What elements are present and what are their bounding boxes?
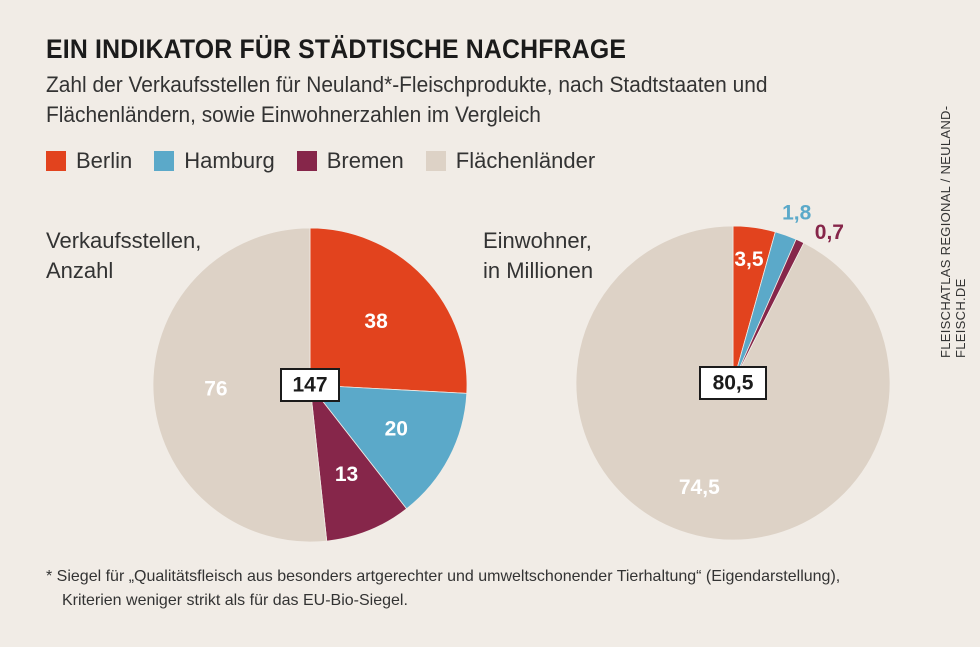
legend-item-hamburg: Hamburg — [154, 148, 275, 174]
legend-label-bremen: Bremen — [326, 148, 404, 173]
pie1-title-line1: Verkaufsstellen, — [46, 228, 202, 253]
legend-item-berlin: Berlin — [46, 148, 132, 174]
pie2-total-label: 80,5 — [713, 372, 754, 395]
pie2-total-box — [699, 366, 767, 400]
pie2-title: Einwohner, in Millionen — [483, 226, 593, 286]
pie1-slice-bremen — [309, 383, 408, 542]
pie1-slice-hamburg — [309, 384, 468, 510]
pie2-label-flaechenlaender: 74,5 — [679, 476, 720, 499]
source-credit: FLEISCHATLAS REGIONAL / NEULAND-FLEISCH.… — [938, 105, 968, 358]
legend-item-bremen: Bremen — [296, 148, 404, 174]
pie2-label-hamburg: 1,8 — [782, 201, 812, 224]
pie1-slice-berlin — [309, 227, 468, 394]
pie1-label-berlin: 38 — [364, 310, 388, 333]
footnote-line2: Kriterien weniger strikt als für das EU-… — [62, 592, 408, 609]
legend-item-flaechenlaender: Flächenländer — [425, 148, 596, 174]
pie2-title-line1: Einwohner, — [483, 228, 592, 253]
legend-label-flaechenlaender: Flächenländer — [455, 148, 596, 173]
pie2: 3,5 1,80,7 74,5 80,5 — [575, 201, 891, 541]
pie1-title-line2: Anzahl — [46, 258, 114, 283]
legend-label-hamburg: Hamburg — [184, 148, 275, 173]
pie1-slice-flaechenlaender — [152, 227, 328, 543]
pie1-title: Verkaufsstellen, Anzahl — [46, 226, 201, 286]
pie1-label-hamburg: 20 — [385, 418, 408, 441]
legend: Berlin Hamburg Bremen Flächenländer — [46, 148, 595, 174]
chart-subtitle: Zahl der Verkaufsstellen für Neuland*-Fl… — [46, 72, 768, 127]
pie2-label-berlin: 3,5 — [734, 248, 764, 271]
legend-label-berlin: Berlin — [76, 148, 133, 173]
pie1-total-box — [280, 368, 340, 402]
pie2-label-bremen: 0,7 — [815, 221, 844, 244]
pie1: 38 20 13 76 147 — [152, 227, 468, 543]
footnote-line1: * Siegel für „Qualitätsfleisch aus beson… — [46, 568, 841, 585]
legend-swatch-berlin — [46, 151, 66, 171]
chart-title: EIN INDIKATOR FÜR STÄDTISCHE NACHFRAGE — [46, 34, 627, 64]
legend-swatch-bremen — [296, 151, 317, 171]
pie2-title-line2: in Millionen — [483, 258, 594, 283]
pie1-total-label: 147 — [292, 374, 327, 397]
pie1-label-flaechenlaender: 76 — [204, 378, 227, 401]
footnote: * Siegel für „Qualitätsfleisch aus beson… — [46, 565, 926, 613]
legend-swatch-flaechenlaender — [425, 151, 446, 171]
legend-swatch-hamburg — [154, 151, 175, 171]
pie1-label-bremen: 13 — [335, 463, 358, 486]
